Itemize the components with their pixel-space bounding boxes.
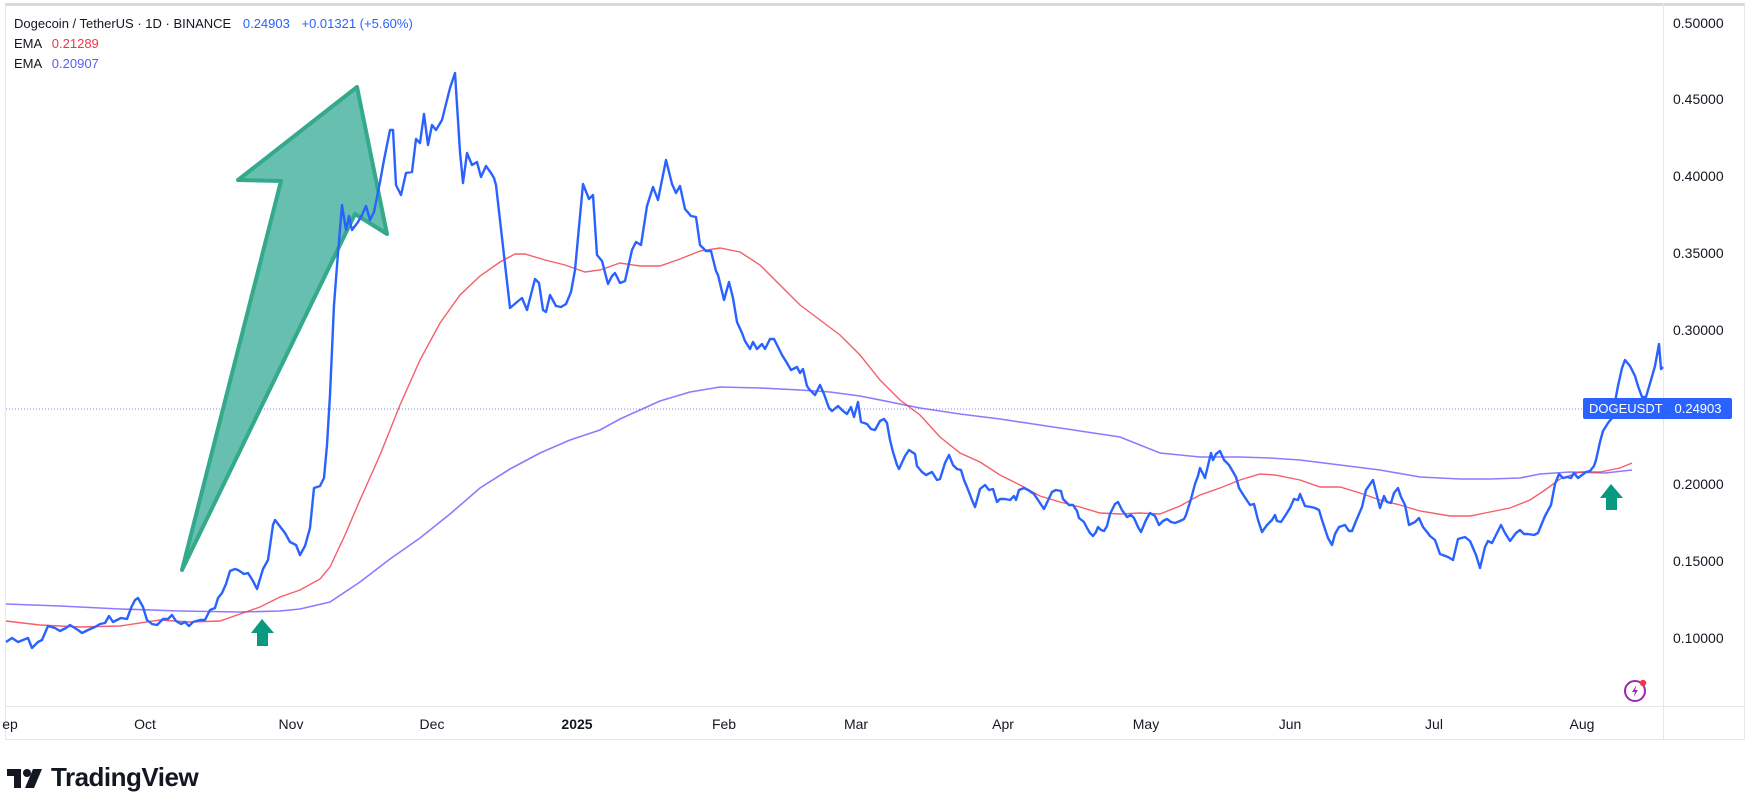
- chart-container: [5, 3, 1745, 740]
- time-axis-separator: [5, 706, 1745, 707]
- y-tick: 0.40000: [1673, 168, 1724, 184]
- ema-fast-label: EMA: [14, 36, 43, 51]
- x-tick: Aug: [1569, 716, 1595, 732]
- last-price-label: 0.24903: [1664, 398, 1732, 419]
- price-line: [5, 71, 1664, 650]
- price-change: +0.01321 (+5.60%): [301, 16, 413, 31]
- y-tick: 0.45000: [1673, 91, 1724, 107]
- tradingview-logo[interactable]: TradingView: [7, 762, 199, 793]
- arrow-up-icon: [1600, 484, 1623, 510]
- x-tick: Jul: [1425, 716, 1443, 732]
- symbol-title[interactable]: Dogecoin / TetherUS · 1D · BINANCE: [14, 16, 232, 31]
- arrow-up-icon: [251, 619, 274, 646]
- chart-legend: Dogecoin / TetherUS · 1D · BINANCE 0.249…: [14, 14, 413, 74]
- x-tick: Jun: [1278, 716, 1302, 732]
- x-tick: Feb: [711, 716, 737, 732]
- ema-slow-row[interactable]: EMA 0.20907: [14, 54, 413, 74]
- y-tick: 0.50000: [1673, 15, 1724, 31]
- symbol-row[interactable]: Dogecoin / TetherUS · 1D · BINANCE 0.249…: [14, 14, 413, 34]
- y-tick: 0.20000: [1673, 476, 1724, 492]
- x-tick: Nov: [278, 716, 304, 732]
- x-tick: Dec: [419, 716, 445, 732]
- price-axis-separator: [1663, 3, 1664, 740]
- ema-fast-value: 0.21289: [51, 36, 99, 51]
- x-tick-year: 2025: [561, 716, 593, 732]
- y-tick: 0.15000: [1673, 553, 1724, 569]
- x-tick: Oct: [134, 716, 156, 732]
- x-tick: ep: [2, 716, 18, 732]
- ticker-label: DOGEUSDT: [1583, 398, 1669, 419]
- brand-name: TradingView: [51, 762, 199, 792]
- y-tick: 0.30000: [1673, 322, 1724, 338]
- last-price: 0.24903: [242, 16, 290, 31]
- x-tick: May: [1132, 716, 1160, 732]
- x-tick: Apr: [992, 716, 1014, 732]
- rally-arrow: [180, 85, 389, 572]
- ema-slow-label: EMA: [14, 56, 43, 71]
- x-tick: Mar: [843, 716, 869, 732]
- tradingview-logo-icon: [7, 768, 42, 788]
- y-tick: 0.10000: [1673, 630, 1724, 646]
- lightning-icon[interactable]: [1622, 677, 1648, 703]
- ema-fast-row[interactable]: EMA 0.21289: [14, 34, 413, 54]
- ema-slow-value: 0.20907: [51, 56, 99, 71]
- y-tick: 0.35000: [1673, 245, 1724, 261]
- ema-slow-line: [5, 386, 1633, 613]
